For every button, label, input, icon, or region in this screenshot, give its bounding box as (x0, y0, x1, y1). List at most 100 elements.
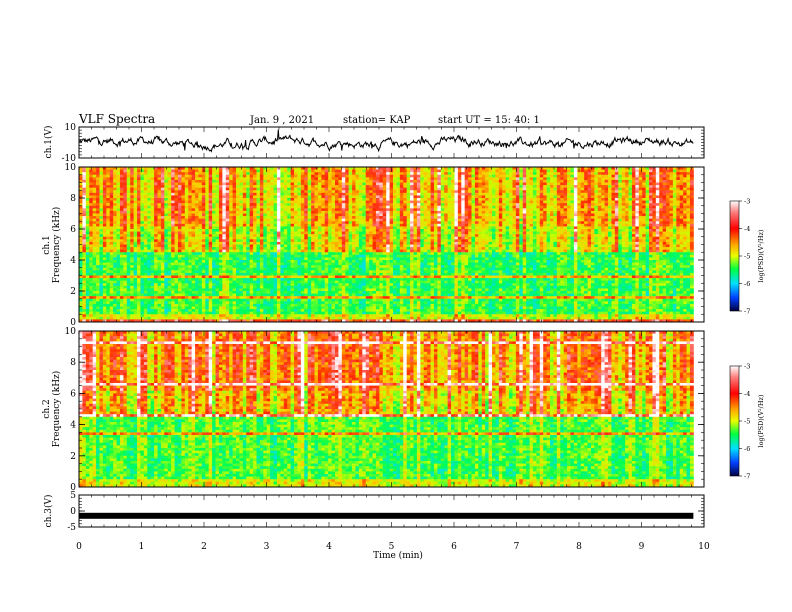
spectrogram-cell (550, 192, 554, 196)
spectrogram-cell (126, 236, 131, 240)
spectrogram-cell (618, 182, 623, 186)
spectrogram-cell (437, 218, 442, 222)
spectrogram-cell (618, 234, 623, 238)
spectrogram-cell (444, 192, 449, 196)
spectrogram-cell (669, 195, 674, 199)
spectrogram-cell (300, 192, 305, 196)
spectrogram-cell (662, 203, 667, 207)
spectrogram-cell (116, 216, 121, 220)
spectrogram-cell (526, 177, 530, 181)
spectrogram-cell (631, 192, 636, 196)
spectrogram-cell (608, 229, 612, 232)
spectrogram-cell (341, 195, 346, 199)
spectrogram-cell (679, 200, 684, 204)
spectrogram-cell (287, 200, 292, 204)
spectrogram-cell (191, 190, 196, 194)
spectrogram-cell (502, 179, 507, 183)
spectrogram-cell (355, 226, 360, 230)
spectrogram-cell (635, 216, 640, 220)
spectrogram-cell (242, 182, 247, 186)
spectrogram-cell (608, 205, 612, 209)
spectrogram-cell (171, 229, 175, 232)
spectrogram-cell (130, 208, 135, 212)
spectrogram-cell (116, 172, 121, 176)
spectrogram-cell (208, 205, 213, 209)
spectrogram-cell (212, 216, 216, 220)
spectrogram-cell (464, 195, 469, 199)
spectrogram-cell (505, 203, 510, 207)
spectrogram-cell (611, 195, 616, 199)
spectrogram-cell (232, 177, 237, 181)
spectrogram-cell (157, 223, 162, 227)
spectrogram-cell (102, 167, 107, 170)
spectrogram-cell (294, 187, 298, 191)
spectrogram-cell (532, 167, 537, 170)
spectrogram-cell (563, 169, 568, 173)
spectrogram-cell (618, 208, 623, 212)
spectrogram-cell (116, 190, 121, 194)
spectrogram-cell (92, 213, 97, 217)
spectrogram-cell (416, 169, 421, 173)
spectrogram-cell (164, 195, 169, 199)
spectrogram-cell (242, 179, 247, 183)
spectrogram-cell (594, 223, 599, 227)
spectrogram-cell (85, 213, 90, 217)
spectrogram-cell (399, 195, 404, 199)
spectrogram-cell (614, 182, 619, 186)
spectrogram-cell (505, 172, 510, 176)
spectrogram-cell (157, 190, 162, 194)
spectrogram-cell (184, 221, 189, 225)
spectrogram-cell (594, 221, 599, 225)
spectrogram-cell (188, 200, 193, 204)
spectrogram-cell (590, 182, 595, 186)
spectrogram-cell (502, 216, 507, 220)
spectrogram-cell (676, 234, 681, 238)
spectrogram-cell (321, 198, 326, 201)
spectrogram-cell (570, 174, 575, 178)
spectrogram-cell (532, 203, 537, 207)
spectrogram-cell (92, 167, 97, 170)
spectrogram-cell (655, 234, 660, 238)
spectrogram-cell (85, 192, 90, 196)
spectrogram-cell (423, 179, 428, 183)
spectrogram-cell (683, 169, 687, 173)
spectrogram-cell (444, 208, 449, 212)
spectrogram-cell (369, 210, 373, 214)
spectrogram-cell (464, 218, 469, 222)
spectrogram-cell (420, 190, 425, 194)
spectrogram-cell (242, 177, 247, 181)
spectrogram-cell (85, 210, 90, 214)
spectrogram-cell (601, 231, 606, 235)
spectrogram-cell (256, 177, 261, 181)
spectrogram-cell (526, 179, 530, 183)
spectrogram-cell (242, 185, 247, 189)
spectrogram-cell (447, 234, 452, 238)
spectrogram-cell (130, 190, 135, 194)
spectrogram-cell (423, 234, 428, 238)
spectrogram-cell (147, 182, 152, 186)
spectrogram-cell (372, 229, 377, 232)
spectrogram-cell (433, 200, 438, 204)
spectrogram-cell (212, 236, 216, 240)
spectrogram-cell (638, 231, 643, 235)
spectrogram-cell (416, 182, 421, 186)
spectrogram-cell (270, 185, 274, 189)
spectrogram-cell (352, 234, 356, 238)
spectrogram-cell (304, 203, 309, 207)
spectrogram-cell (604, 226, 609, 230)
spectrogram-cell (672, 221, 677, 225)
spectrogram-cell (140, 195, 145, 199)
spectrogram-cell (638, 229, 643, 232)
spectrogram-cell (270, 198, 274, 201)
spectrogram-cell (413, 198, 418, 201)
spectrogram-cell (249, 210, 254, 214)
spectrogram-cell (188, 231, 193, 235)
spectrogram-cell (195, 216, 199, 220)
spectrogram-cell (304, 187, 309, 191)
spectrogram-cell (341, 216, 346, 220)
spectrogram-cell (577, 177, 582, 181)
spectrogram-cell (389, 198, 394, 201)
spectrogram-cell (560, 226, 565, 230)
spectrogram-cell (109, 177, 114, 181)
spectrogram-cell (321, 172, 326, 176)
